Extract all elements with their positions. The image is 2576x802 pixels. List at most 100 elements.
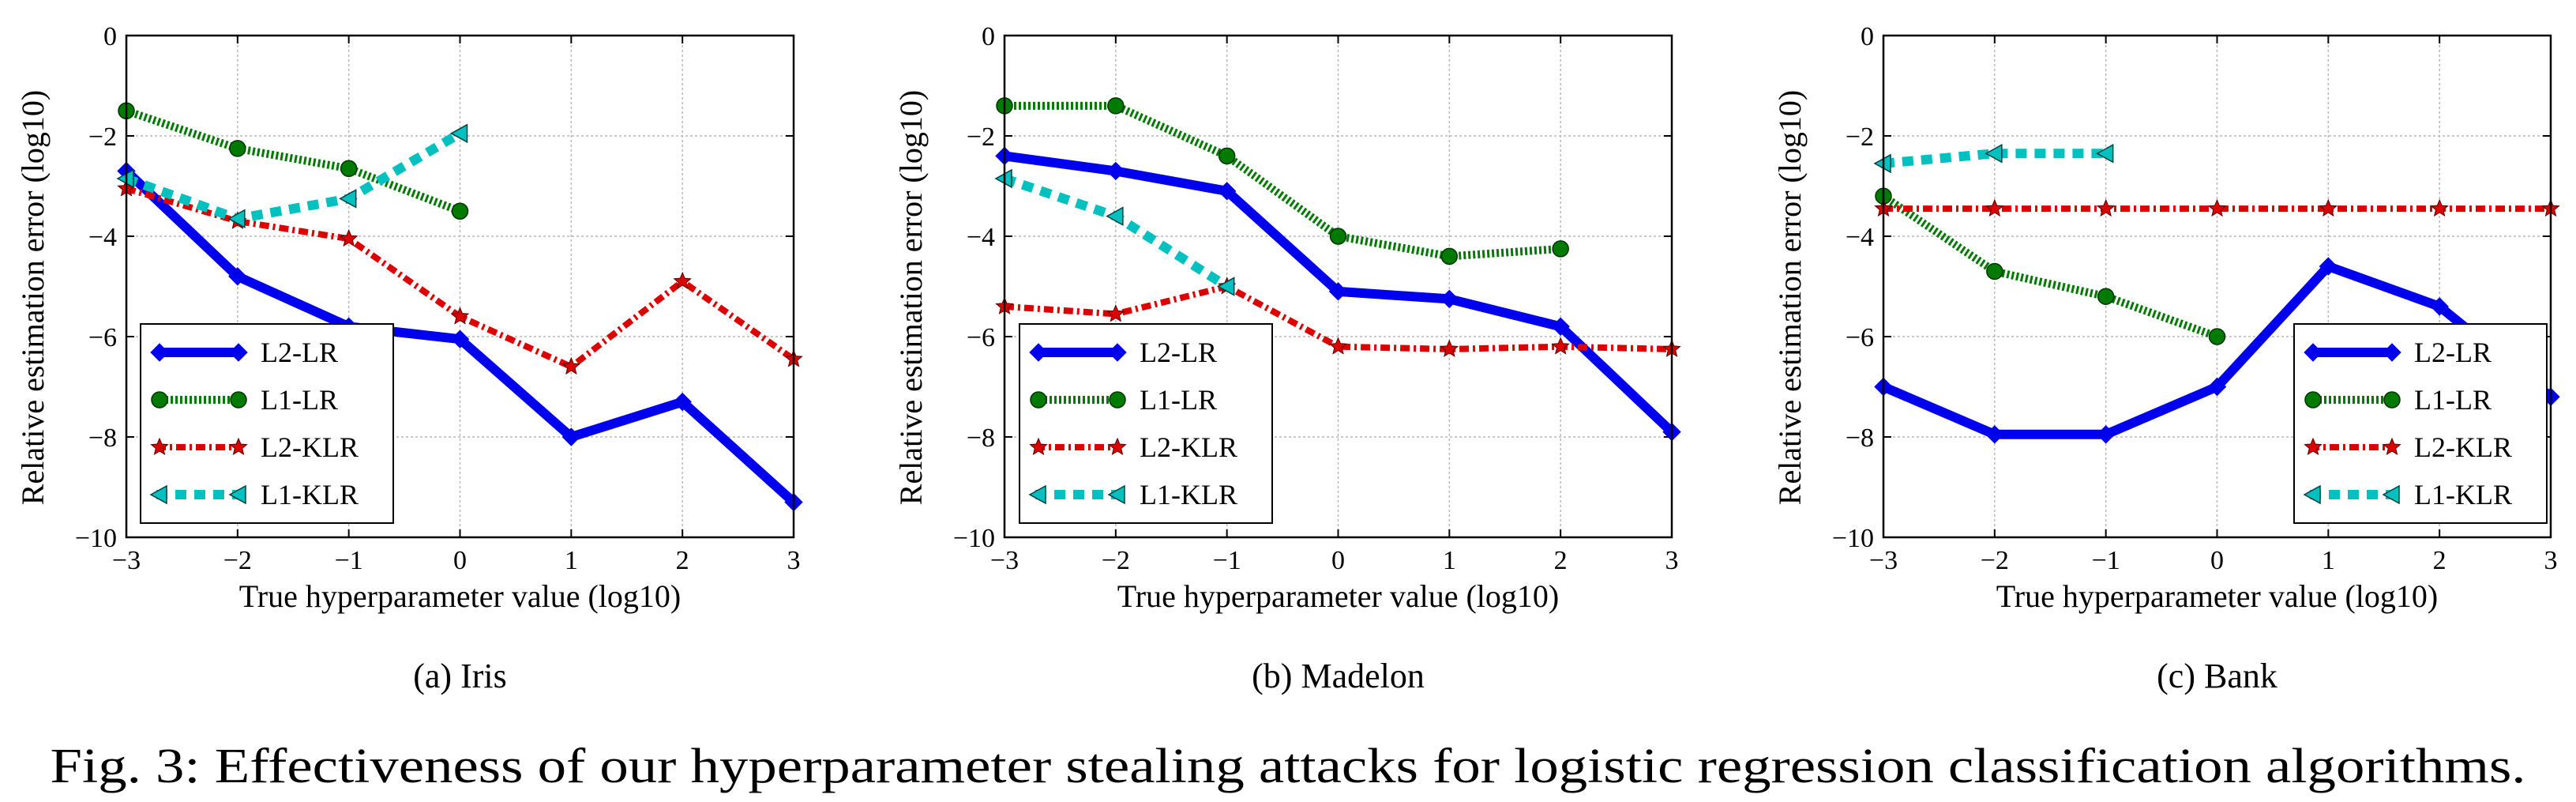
panel-1-legend-marker-l2-klr: [150, 437, 169, 455]
panel-3-subcaption: (c) Bank: [2157, 657, 2277, 695]
panel-3-xtick-label: −3: [1869, 546, 1898, 575]
panel-2-point-l2-klr: [1551, 337, 1570, 355]
panel-2-ytick-label: −2: [967, 122, 995, 152]
panel-1-legend-marker-l1-lr: [151, 391, 168, 409]
panel-3-legend-marker-l2-klr: [2383, 437, 2401, 455]
panel-2-xtick-label: −1: [1213, 546, 1241, 575]
panel-3-legend: L2-LR L1-LR L2-KLR L1-KLR: [2293, 323, 2548, 524]
panel-2-xtick-label: 2: [1554, 546, 1568, 575]
panel-1-y-axis-label: Relative estimation error (log10): [15, 90, 51, 505]
panel-3-xtick-label: 3: [2544, 546, 2558, 575]
panel-2-ytick-label: −10: [953, 524, 995, 553]
panel-3-point-l2-lr: [2430, 297, 2449, 316]
panel-3-point-l1-klr: [1985, 143, 2003, 164]
panel-2-legend-marker-l1-klr: [1028, 484, 1046, 505]
panel-2-ytick-label: 0: [982, 22, 995, 51]
panel-1-point-l1-lr: [229, 140, 246, 157]
panel-2-xtick-label: 0: [1331, 546, 1345, 575]
panel-1-point-l1-klr: [227, 209, 246, 229]
panel-3-legend-marker-l2-lr: [2383, 343, 2401, 362]
panel-2-point-l1-lr: [1107, 97, 1125, 115]
panel-3-point-l1-klr: [2096, 143, 2114, 164]
panel-2-point-l1-klr: [1106, 206, 1124, 226]
panel-1-subcaption: (a) Iris: [413, 657, 507, 695]
panel-2-point-l1-lr: [1218, 147, 1236, 165]
panel-2-legend: L2-LR L1-LR L2-KLR L1-KLR: [1019, 323, 1273, 524]
panel-1-xtick-label: −1: [335, 546, 363, 575]
panel-1-legend: L2-LR L1-LR L2-KLR L1-KLR: [140, 323, 394, 524]
panel-2-legend-marker-l2-klr: [1108, 437, 1127, 455]
panel-1-legend-marker-l1-klr: [149, 484, 167, 505]
panel-3-point-l2-lr: [1985, 425, 2004, 444]
panel-1-xtick-label: 2: [676, 546, 689, 575]
panel-2-ytick-label: −6: [967, 323, 995, 352]
panel-1-ytick-label: −2: [88, 122, 117, 152]
panel-1-ytick-label: −10: [75, 524, 117, 553]
panel-2-subcaption: (b) Madelon: [1252, 657, 1425, 695]
panel-3-legend-label-l1-lr: L1-LR: [2414, 384, 2492, 416]
panel-2-point-l1-lr: [1329, 228, 1347, 245]
panel-2-point-l2-lr: [1106, 161, 1125, 181]
panel-1-point-l1-klr: [449, 123, 468, 144]
panel-2-legend-label-l2-lr: L2-LR: [1140, 337, 1217, 368]
panel-1-xtick-label: 3: [787, 546, 801, 575]
panel-2-legend-label-l1-klr: L1-KLR: [1140, 479, 1237, 510]
panel-3-legend-marker-l1-lr: [2383, 391, 2401, 409]
panel-1-plot-frame: [125, 34, 795, 539]
panel-2-legend-marker-l1-lr: [1109, 391, 1126, 409]
panel-1-line-l1-klr: [124, 129, 463, 224]
panel-3-ytick-label: −2: [1846, 122, 1874, 152]
panel-1-point-l2-lr: [673, 392, 692, 412]
panel-3-legend-label-l1-klr: L1-KLR: [2414, 479, 2512, 510]
panel-3-x-axis-label: True hyperparameter value (log10): [1996, 578, 2438, 614]
panel-2-point-l2-lr: [1328, 282, 1348, 301]
panel-3-legend-marker-l2-lr: [2304, 343, 2323, 362]
panel-1-ytick-label: −8: [88, 424, 117, 453]
panel-2-y-axis-label: Relative estimation error (log10): [893, 90, 929, 505]
panel-1-legend-marker-l1-lr: [230, 391, 247, 409]
panel-1-x-axis-label: True hyperparameter value (log10): [239, 578, 681, 614]
panel-3-legend-label-l2-klr: L2-KLR: [2414, 431, 2512, 463]
panel-3-legend-marker-l1-klr: [2303, 484, 2321, 505]
panel-1-point-l2-lr: [228, 267, 247, 286]
panel-2-series-l2-lr: [995, 146, 1681, 442]
panel-1-xtick-label: −2: [223, 546, 252, 575]
panel-2-line-l1-lr: [1004, 101, 1561, 261]
panel-2-legend-label-l2-klr: L2-KLR: [1140, 431, 1237, 463]
panel-2-legend-label-l1-lr: L1-LR: [1140, 384, 1217, 416]
panel-1-series-l2-lr: [117, 161, 803, 512]
panel-3-y-axis-label: Relative estimation error (log10): [1772, 90, 1808, 505]
panel-1-ytick-label: −4: [88, 223, 117, 252]
panel-1-point-l2-klr: [339, 228, 359, 247]
panel-3-point-l2-lr: [2096, 425, 2116, 444]
panel-2-point-l2-lr: [1440, 289, 1459, 309]
panel-3-point-l2-lr: [2319, 257, 2338, 276]
panel-2-ytick-label: −8: [967, 424, 995, 453]
panel-2-plot-frame: [1003, 34, 1673, 539]
panel-3-point-l2-klr: [2319, 198, 2338, 217]
panel-3-legend-label-l2-lr: L2-LR: [2414, 337, 2492, 368]
panel-2-point-l1-lr: [1440, 247, 1459, 265]
panel-2-point-l2-klr: [1440, 339, 1459, 357]
panel-2-point-l2-klr: [1328, 337, 1348, 355]
panel-2-legend-marker-l2-lr: [1108, 343, 1127, 362]
panel-2-legend-marker-l1-lr: [1030, 391, 1047, 409]
panel-2-legend-marker-l1-klr: [1107, 484, 1125, 505]
panel-3-legend-marker-l1-lr: [2304, 391, 2322, 409]
panel-2-xtick-label: 3: [1665, 546, 1679, 575]
panel-1-point-l1-lr: [451, 202, 469, 220]
panel-1-point-l2-lr: [450, 329, 470, 348]
panel-1-legend-marker-l2-lr: [229, 343, 248, 362]
panel-3-point-l2-klr: [2096, 198, 2116, 217]
panel-1-point-l1-klr: [339, 189, 357, 209]
panel-3-point-l2-klr: [2430, 198, 2449, 217]
panel-3-legend-marker-l2-klr: [2304, 437, 2323, 455]
panel-3-line-l1-lr: [1881, 193, 2219, 341]
panel-3-xtick-label: 2: [2433, 546, 2446, 575]
panel-2-xtick-label: 1: [1443, 546, 1456, 575]
panel-3-xtick-label: 1: [2322, 546, 2335, 575]
panel-2-ytick-label: −4: [967, 223, 995, 252]
panel-1-point-l2-klr: [450, 307, 470, 325]
